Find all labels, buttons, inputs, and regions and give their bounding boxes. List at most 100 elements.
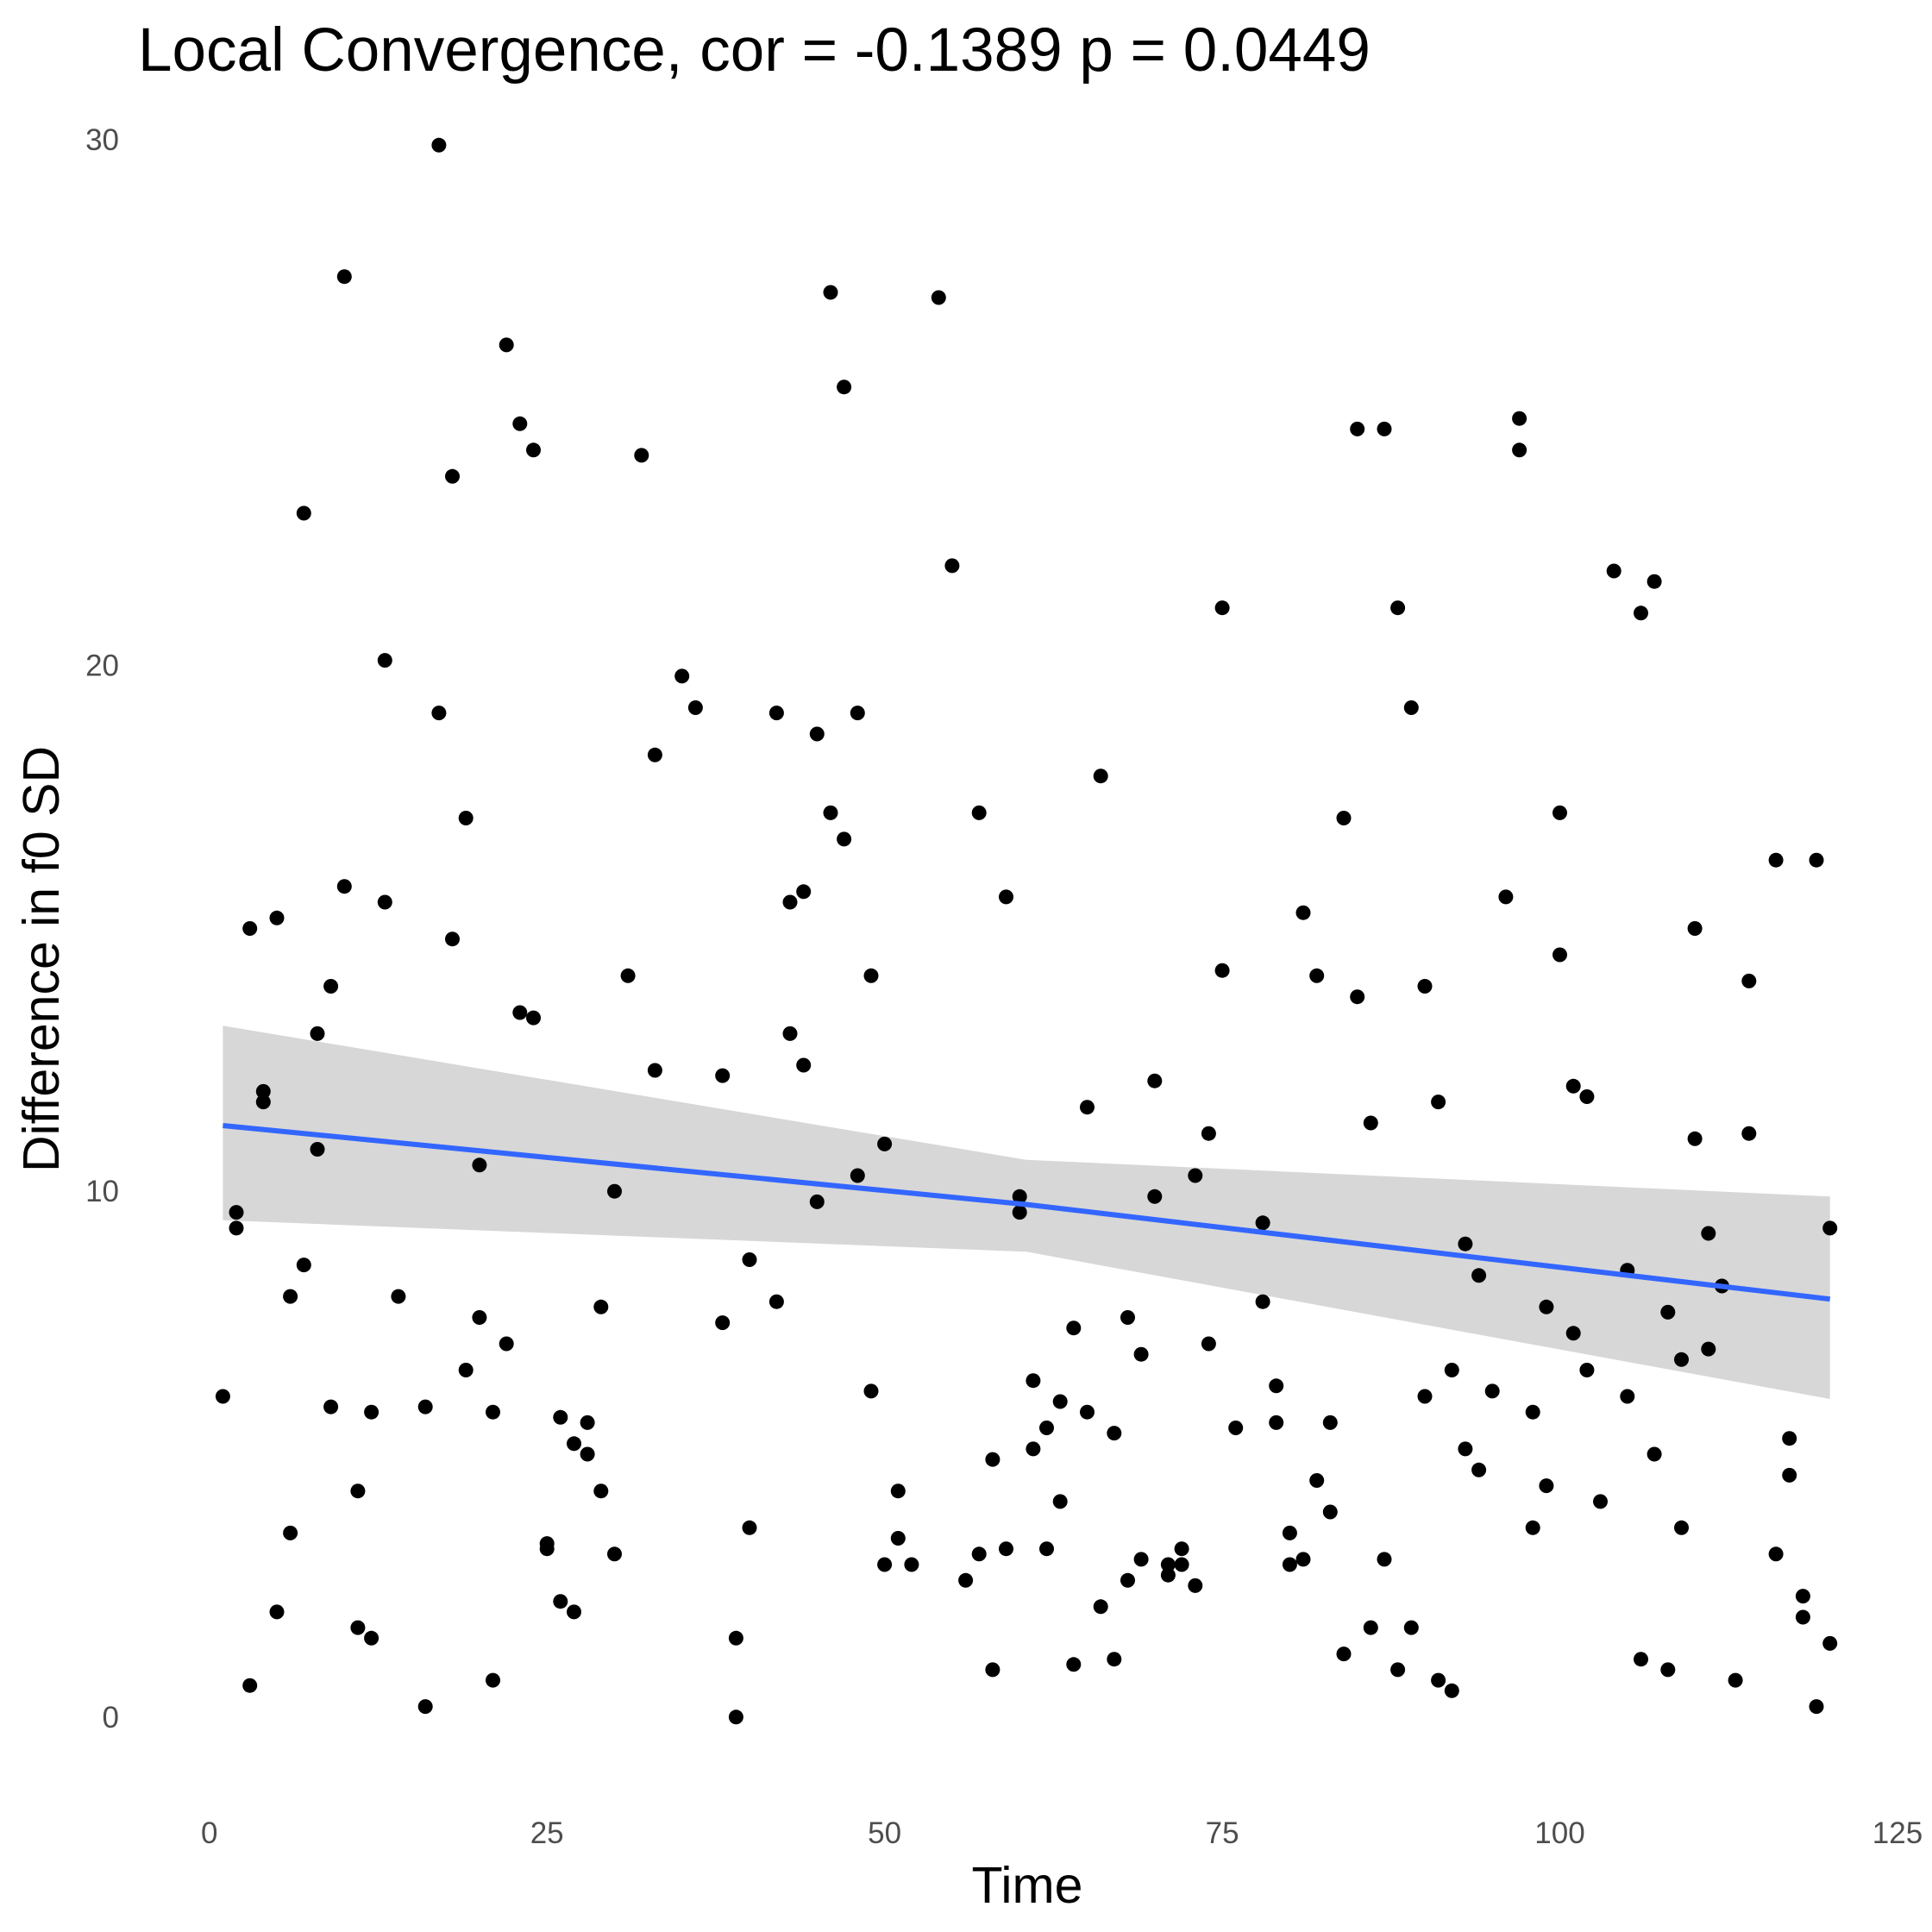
data-point xyxy=(1350,421,1365,436)
data-point xyxy=(472,1157,487,1173)
data-point xyxy=(1133,1346,1149,1362)
data-point xyxy=(1674,1352,1689,1367)
regression-line xyxy=(223,1123,1831,1302)
data-point xyxy=(512,1005,528,1020)
data-point xyxy=(809,726,825,742)
data-point xyxy=(499,337,514,353)
x-tick-label: 125 xyxy=(1872,1816,1923,1850)
data-point xyxy=(323,1399,339,1414)
data-point xyxy=(1512,442,1527,458)
data-point xyxy=(580,1414,595,1430)
data-point xyxy=(1214,600,1230,616)
data-point xyxy=(1403,700,1419,715)
data-point xyxy=(1552,947,1567,963)
data-point xyxy=(837,380,852,395)
data-point xyxy=(809,1194,825,1209)
data-point xyxy=(1093,768,1108,784)
data-point xyxy=(1674,1520,1689,1535)
data-point xyxy=(904,1557,919,1572)
data-point xyxy=(499,1336,514,1352)
data-point xyxy=(863,968,879,983)
data-point xyxy=(242,921,258,936)
data-point xyxy=(1390,1662,1406,1678)
data-point xyxy=(1728,1672,1743,1688)
data-point xyxy=(999,889,1013,905)
data-point xyxy=(377,653,392,668)
data-point xyxy=(1687,1131,1703,1146)
data-point xyxy=(1512,411,1527,426)
data-point xyxy=(1539,1299,1554,1314)
data-point xyxy=(567,1604,581,1620)
data-point xyxy=(1741,1126,1757,1141)
data-point xyxy=(1782,1467,1797,1483)
data-point xyxy=(1377,1552,1392,1567)
data-point xyxy=(1471,1462,1487,1477)
data-point xyxy=(796,1057,812,1073)
data-point xyxy=(1741,973,1757,988)
data-point xyxy=(971,805,987,820)
data-point xyxy=(647,747,662,762)
data-point xyxy=(607,1546,622,1562)
data-point xyxy=(1147,1189,1163,1204)
data-point xyxy=(1160,1567,1176,1583)
data-point xyxy=(229,1205,244,1220)
data-point xyxy=(567,1436,581,1452)
data-point xyxy=(350,1484,366,1499)
data-point xyxy=(364,1630,380,1646)
data-point xyxy=(1809,852,1824,868)
data-point xyxy=(1269,1414,1284,1430)
data-point xyxy=(1133,1552,1149,1567)
data-point xyxy=(728,1709,743,1725)
x-tick-label: 50 xyxy=(868,1816,901,1850)
data-point xyxy=(1795,1589,1810,1604)
data-point xyxy=(593,1299,609,1314)
data-point xyxy=(877,1136,893,1151)
data-point xyxy=(1093,1599,1108,1615)
data-point xyxy=(215,1389,230,1404)
data-point xyxy=(1147,1073,1163,1088)
data-point xyxy=(1431,1095,1446,1110)
data-point xyxy=(768,706,784,721)
data-point xyxy=(1201,1336,1216,1352)
points-layer xyxy=(215,137,1838,1725)
data-point xyxy=(310,1142,325,1157)
data-point xyxy=(1458,1441,1473,1457)
data-point xyxy=(1228,1421,1244,1435)
data-point xyxy=(1336,1647,1352,1662)
data-point xyxy=(1039,1421,1054,1435)
data-point xyxy=(377,894,392,910)
fit-line-layer xyxy=(223,1123,1831,1302)
data-point xyxy=(323,979,339,994)
data-point xyxy=(296,1258,311,1273)
data-point xyxy=(782,894,798,910)
data-point xyxy=(486,1404,500,1420)
data-point xyxy=(269,1604,285,1620)
data-point xyxy=(1322,1414,1338,1430)
data-point xyxy=(445,468,460,484)
data-point xyxy=(1066,1657,1082,1672)
data-point xyxy=(1565,1326,1581,1341)
data-point xyxy=(1107,1652,1122,1667)
x-tick-labels: 0 25 50 75 100 125 xyxy=(201,1816,1923,1850)
data-point xyxy=(336,269,352,285)
data-point xyxy=(1080,1404,1095,1420)
data-point xyxy=(229,1220,244,1236)
data-point xyxy=(634,448,649,463)
data-point xyxy=(283,1289,298,1304)
data-point xyxy=(715,1068,731,1083)
data-point xyxy=(1295,905,1311,920)
data-point xyxy=(1188,1578,1203,1593)
data-point xyxy=(1822,1220,1838,1236)
data-point xyxy=(1269,1378,1284,1394)
data-point xyxy=(431,706,447,721)
data-point xyxy=(1174,1557,1189,1572)
data-point xyxy=(1484,1383,1500,1399)
data-point xyxy=(1309,1473,1325,1488)
data-point xyxy=(1295,1552,1311,1567)
data-point xyxy=(1620,1389,1635,1404)
data-point xyxy=(890,1484,906,1499)
data-point xyxy=(1377,421,1392,436)
data-point xyxy=(782,1026,798,1041)
data-point xyxy=(1525,1404,1540,1420)
data-point xyxy=(336,879,352,894)
